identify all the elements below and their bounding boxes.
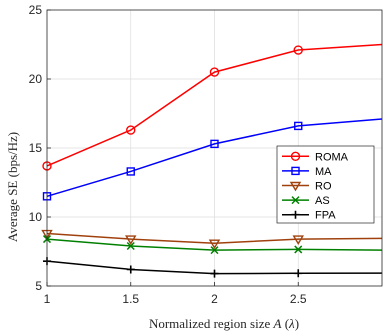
legend-label-fpa: FPA bbox=[315, 210, 336, 222]
data-point-roma bbox=[293, 45, 303, 55]
data-point-ro bbox=[125, 235, 137, 245]
data-point-ro bbox=[292, 235, 304, 245]
data-point-fpa bbox=[210, 269, 219, 278]
series-as bbox=[42, 235, 383, 255]
series-line-roma bbox=[46, 43, 383, 167]
data-point-ma bbox=[210, 139, 219, 149]
data-point-as bbox=[210, 246, 219, 255]
data-point-roma bbox=[209, 67, 220, 77]
series-line-ro bbox=[46, 232, 383, 244]
y-tick-label: 20 bbox=[29, 72, 43, 86]
legend-label-as: AS bbox=[315, 195, 330, 207]
legend-item-ro: RO bbox=[282, 181, 332, 193]
legend-marker-fpa bbox=[291, 210, 300, 219]
legend-label-ma: MA bbox=[315, 166, 332, 178]
legend-box bbox=[276, 145, 375, 224]
legend-item-fpa: FPA bbox=[282, 210, 336, 222]
legend-item-as: AS bbox=[282, 195, 330, 207]
legend-marker-ma bbox=[291, 166, 300, 176]
legend-marker-roma bbox=[290, 151, 301, 162]
data-point-ro bbox=[208, 239, 221, 250]
data-point-fpa bbox=[126, 265, 135, 274]
data-point-fpa bbox=[294, 269, 303, 278]
legend-item-ma: MA bbox=[282, 166, 332, 178]
legend: ROMA MA RO AS FPA bbox=[276, 145, 375, 224]
series-line-ma bbox=[46, 118, 383, 198]
data-point-as bbox=[294, 245, 303, 254]
legend-item-roma: ROMA bbox=[282, 151, 349, 163]
x-tick-label: 1.5 bbox=[122, 292, 139, 306]
y-tick-label: 5 bbox=[35, 279, 42, 293]
y-axis: 5 10 15 20 25 bbox=[29, 3, 51, 293]
y-axis-title: Average SE (bps/Hz) bbox=[5, 132, 20, 242]
legend-marker-as bbox=[291, 196, 300, 205]
x-axis: 1 1.5 2 2.5 bbox=[44, 282, 307, 306]
legend-marker-ro bbox=[289, 181, 302, 192]
x-tick-label: 2 bbox=[211, 292, 218, 306]
data-point-as bbox=[126, 241, 135, 251]
data-point-ma bbox=[294, 121, 303, 131]
legend-label-roma: ROMA bbox=[315, 151, 349, 163]
data-point-ma bbox=[126, 167, 135, 176]
data-point-roma bbox=[126, 125, 136, 135]
legend-label-ro: RO bbox=[315, 181, 332, 193]
y-tick-label: 10 bbox=[29, 210, 43, 224]
y-tick-label: 15 bbox=[29, 141, 43, 155]
x-tick-label: 2.5 bbox=[290, 292, 307, 306]
x-tick-label: 1 bbox=[44, 292, 51, 306]
x-axis-title: Normalized region size A (λ) bbox=[149, 316, 299, 331]
y-tick-label: 25 bbox=[29, 3, 43, 17]
